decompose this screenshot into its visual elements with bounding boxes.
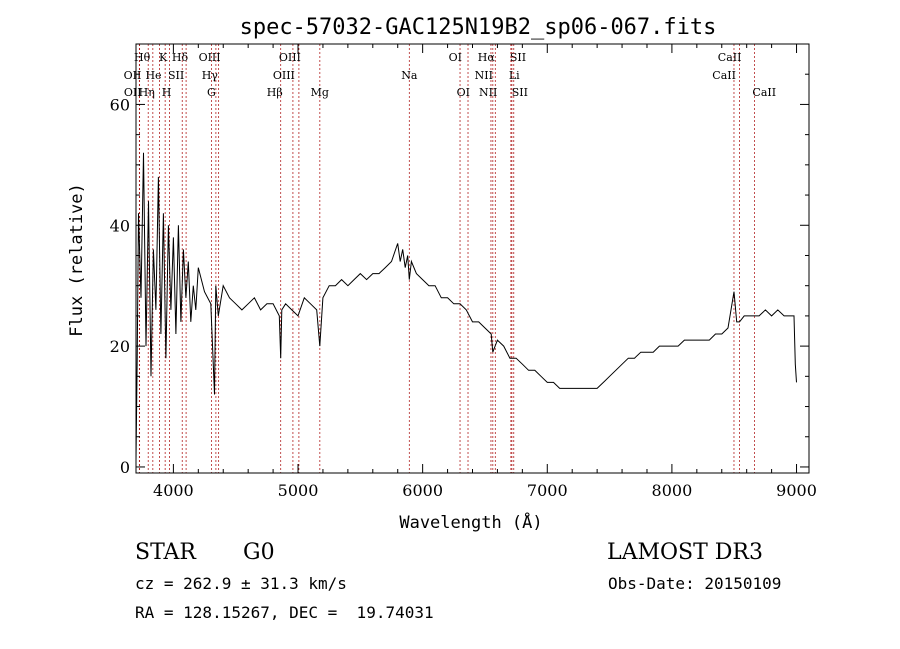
line-label: Hθ [134, 51, 151, 64]
line-label: K [159, 51, 168, 64]
x-tick-label: 8000 [652, 481, 693, 500]
x-tick-label: 4000 [153, 481, 194, 500]
y-tick-label: 40 [110, 216, 130, 235]
line-label: OIII [273, 69, 295, 82]
line-label: NII [479, 86, 497, 99]
line-label: H [162, 86, 172, 99]
x-tick-label: 7000 [527, 481, 568, 500]
line-label: CaII [752, 86, 776, 99]
line-label: Hα [478, 51, 496, 64]
object-class: STAR [135, 540, 196, 565]
y-axis-label: Flux (relative) [67, 183, 87, 337]
plot-frame [135, 43, 810, 474]
axis-ticks: 4000 5000 6000 7000 8000 9000 0 20 40 60 [110, 43, 817, 500]
line-label: Na [401, 69, 418, 82]
line-label: Hδ [172, 51, 189, 64]
line-label: NII [475, 69, 493, 82]
y-tick-label: 0 [120, 458, 130, 477]
line-label: Mg [311, 86, 329, 99]
x-tick-label: 5000 [278, 481, 319, 500]
line-label: G [207, 86, 216, 99]
y-tick-label: 20 [110, 337, 130, 356]
line-label: SII [168, 69, 184, 82]
line-label: Li [509, 69, 520, 82]
chart-title: spec-57032-GAC125N19B2_sp06-067.fits [240, 15, 717, 40]
line-label: SII [510, 51, 526, 64]
line-label: OI [457, 86, 470, 99]
line-label: Hη [139, 86, 155, 99]
line-label: CaII [718, 51, 742, 64]
object-subclass: G0 [243, 540, 275, 565]
survey-name: LAMOST DR3 [607, 540, 763, 565]
line-label: OII [124, 69, 142, 82]
line-label: OIII [279, 51, 301, 64]
redshift-cz: cz = 262.9 ± 31.3 km/s [135, 574, 347, 593]
line-label: OI [449, 51, 462, 64]
line-label: CaII [712, 69, 736, 82]
x-tick-label: 9000 [776, 481, 817, 500]
line-label: SII [512, 86, 528, 99]
y-tick-label: 60 [110, 95, 130, 114]
line-label: He [145, 69, 161, 82]
line-label: OIII [199, 51, 221, 64]
x-axis-label: Wavelength (Å) [399, 511, 542, 533]
x-tick-label: 6000 [402, 481, 443, 500]
line-label: Hβ [267, 86, 283, 99]
spectral-line-markers: OII OII Hθ Hη He K H SII Hδ G OIII Hγ Hβ OIII OIII Mg Na… [124, 44, 776, 473]
coordinates: RA = 128.15267, DEC = 19.74031 [135, 603, 434, 622]
obs-date: Obs-Date: 20150109 [608, 574, 782, 593]
spectrum-line [135, 152, 797, 461]
line-label: Hγ [202, 69, 219, 82]
line-label: OII [124, 86, 142, 99]
